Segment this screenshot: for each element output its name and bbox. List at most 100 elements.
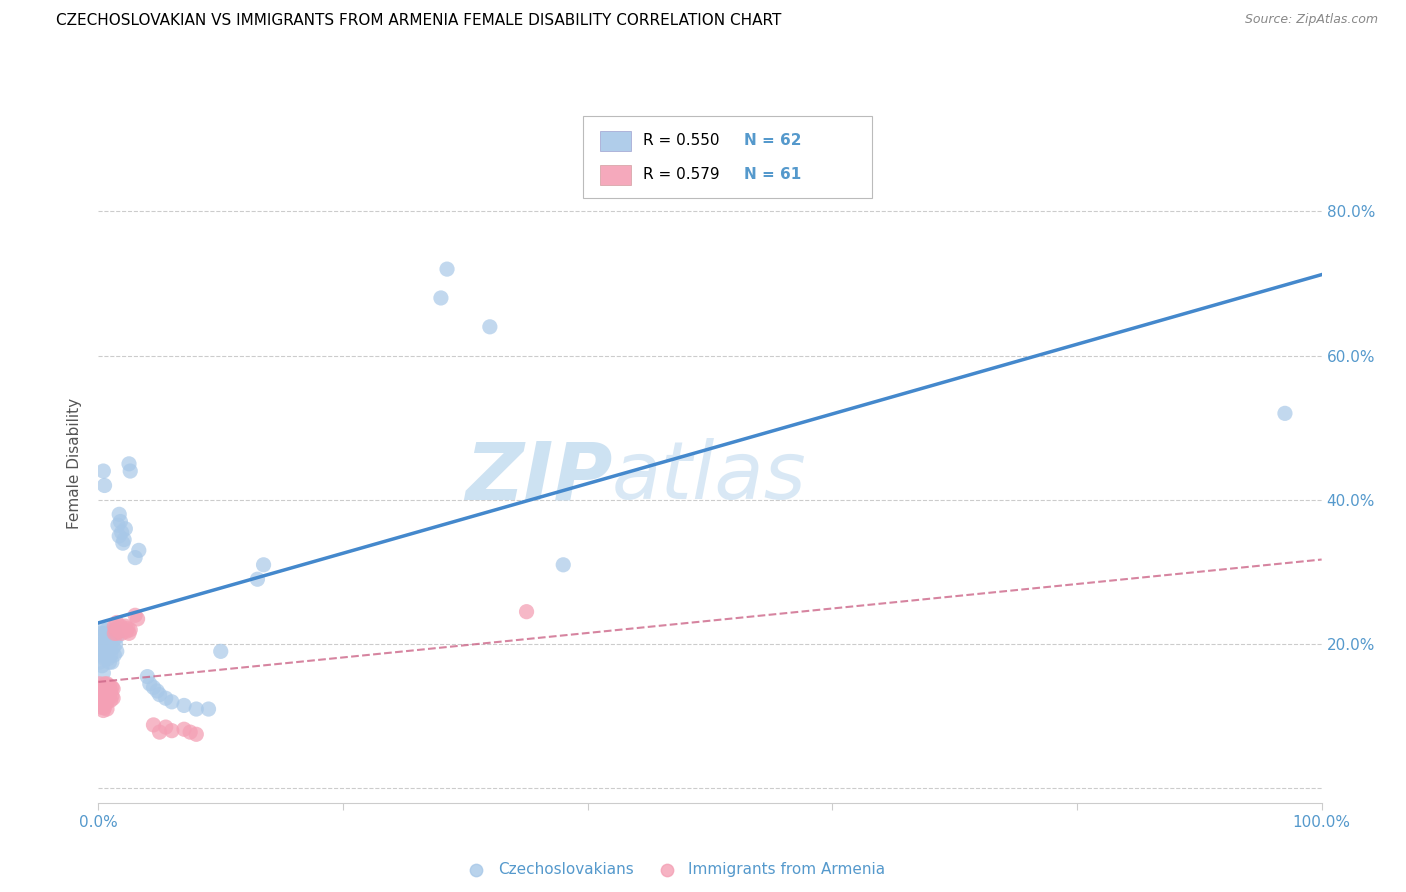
Point: [91, 698, 114, 713]
Point: [93, 684, 115, 698]
Text: N = 61: N = 61: [744, 168, 801, 182]
Point: [87, 691, 110, 706]
Point: [107, 621, 129, 635]
Legend: Czechoslovakians, Immigrants from Armenia: Czechoslovakians, Immigrants from Armeni…: [456, 856, 891, 883]
Point: [94, 648, 117, 662]
Point: [98, 630, 121, 644]
Point: [127, 612, 149, 626]
Point: [101, 691, 124, 706]
Point: [96, 623, 118, 637]
Point: [91, 700, 114, 714]
Point: [104, 623, 127, 637]
Point: [91, 691, 114, 706]
Point: [89, 688, 111, 702]
Point: [114, 619, 136, 633]
Point: [98, 689, 121, 703]
Point: [149, 725, 172, 739]
Point: [91, 658, 114, 673]
Point: [124, 608, 146, 623]
Point: [115, 624, 138, 639]
Point: [94, 681, 117, 695]
Point: [101, 681, 124, 695]
Point: [96, 640, 118, 655]
Point: [142, 681, 165, 695]
Point: [104, 637, 127, 651]
Point: [90, 696, 112, 710]
Point: [90, 689, 112, 703]
Point: [553, 558, 575, 572]
Point: [97, 691, 120, 706]
Point: [98, 655, 121, 669]
Text: R = 0.550: R = 0.550: [643, 134, 718, 148]
Point: [110, 619, 132, 633]
Point: [90, 626, 112, 640]
Point: [118, 626, 141, 640]
Point: [120, 464, 142, 478]
Point: [100, 637, 122, 651]
Point: [91, 704, 114, 718]
Point: [93, 693, 115, 707]
Point: [155, 691, 177, 706]
Point: [173, 698, 195, 713]
Point: [117, 621, 139, 635]
Point: [94, 689, 117, 703]
Point: [139, 677, 162, 691]
Point: [93, 677, 115, 691]
Point: [101, 633, 124, 648]
Point: [430, 291, 453, 305]
Point: [91, 679, 114, 693]
Point: [111, 623, 134, 637]
Point: [101, 681, 124, 696]
Point: [149, 688, 172, 702]
Point: [101, 640, 124, 655]
Point: [90, 681, 112, 695]
Point: [103, 626, 125, 640]
Point: [120, 623, 142, 637]
Text: R = 0.579: R = 0.579: [643, 168, 718, 182]
Point: [105, 630, 128, 644]
Point: [90, 637, 112, 651]
Point: [96, 702, 118, 716]
Point: [103, 619, 125, 633]
Point: [108, 529, 131, 543]
Point: [97, 640, 120, 655]
Point: [105, 644, 128, 658]
Point: [103, 623, 125, 637]
Point: [93, 700, 115, 714]
Point: [89, 640, 111, 655]
Point: [100, 693, 122, 707]
Point: [97, 681, 120, 696]
Point: [93, 478, 115, 492]
Point: [91, 637, 114, 651]
Text: ZIP: ZIP: [465, 438, 612, 516]
Point: [111, 525, 134, 540]
Point: [100, 684, 122, 698]
Point: [160, 723, 183, 738]
Text: Source: ZipAtlas.com: Source: ZipAtlas.com: [1244, 13, 1378, 27]
Y-axis label: Female Disability: Female Disability: [67, 398, 83, 530]
Text: CZECHOSLOVAKIAN VS IMMIGRANTS FROM ARMENIA FEMALE DISABILITY CORRELATION CHART: CZECHOSLOVAKIAN VS IMMIGRANTS FROM ARMEN…: [56, 13, 782, 29]
Point: [110, 515, 132, 529]
Point: [89, 695, 111, 709]
Point: [94, 696, 117, 710]
Point: [93, 644, 115, 658]
Point: [100, 648, 122, 662]
Point: [179, 725, 201, 739]
Point: [89, 655, 111, 669]
Point: [186, 727, 208, 741]
Point: [111, 626, 134, 640]
Point: [136, 670, 159, 684]
Point: [108, 624, 131, 639]
Point: [155, 720, 177, 734]
Point: [142, 718, 165, 732]
Point: [98, 679, 121, 693]
Point: [91, 648, 114, 662]
Point: [128, 543, 150, 558]
Point: [111, 536, 134, 550]
Point: [91, 464, 114, 478]
Point: [114, 522, 136, 536]
Point: [101, 689, 124, 703]
Point: [91, 630, 114, 644]
Point: [91, 688, 114, 702]
Point: [173, 723, 195, 737]
